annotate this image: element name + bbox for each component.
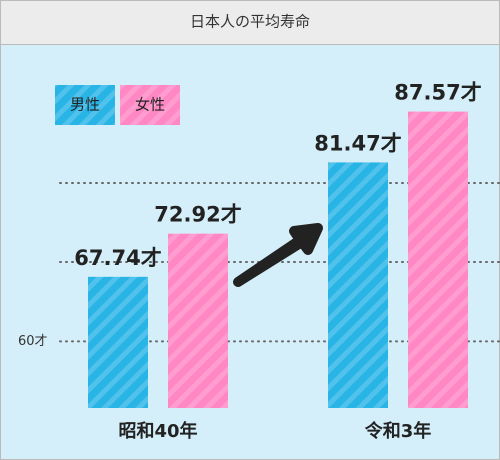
chart-title: 日本人の平均寿命 (190, 13, 310, 31)
legend-swatch (120, 85, 180, 125)
x-tick-label: 令和3年 (364, 420, 432, 442)
value-label: 87.57才 (394, 81, 481, 105)
value-label: 67.74才 (74, 246, 161, 270)
bar (88, 276, 148, 408)
bar (408, 111, 468, 408)
title-bar (0, 0, 500, 45)
value-label: 81.47才 (314, 131, 401, 155)
legend-label: 男性 (70, 96, 100, 114)
legend-label: 女性 (135, 96, 165, 114)
bar (328, 162, 388, 408)
x-tick-label: 昭和40年 (118, 420, 197, 442)
legend-swatch (55, 85, 115, 125)
value-label: 72.92才 (154, 203, 241, 227)
y-tick-label: 60才 (18, 334, 48, 349)
arrow (233, 223, 323, 287)
bar (168, 233, 228, 408)
